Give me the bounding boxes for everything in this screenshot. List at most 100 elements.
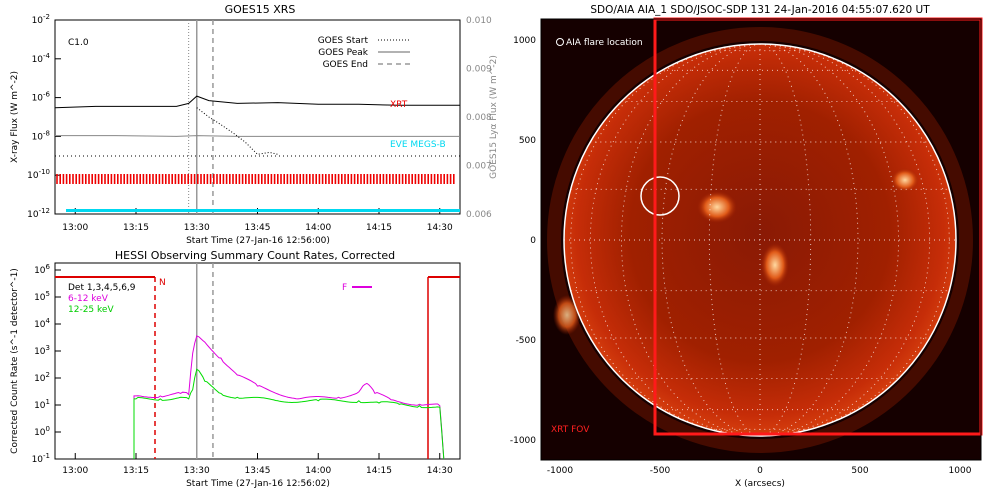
hessi-flag-f: F	[342, 283, 347, 293]
goes-class-label: C1.0	[68, 38, 89, 48]
goes-x-tick-label: 14:00	[305, 223, 331, 233]
aia-y-tick-label: 500	[519, 136, 536, 146]
hessi-x-axis-label: Start Time (27-Jan-16 12:56:02)	[186, 479, 330, 489]
hessi-y-tick-label: 104	[34, 317, 50, 330]
aia-flare-legend-icon	[556, 38, 564, 46]
goes-plot-frame	[54, 19, 461, 215]
goes-y2-tick-label: 0.006	[466, 210, 492, 220]
goes-y-tick-label: 10-10	[27, 168, 50, 181]
eve-megs-b-band	[66, 209, 460, 212]
goes-series-group	[54, 95, 460, 155]
goes-series-line-1	[55, 135, 460, 137]
goes-y-axis-label: X-ray Flux (W m^-2)	[10, 71, 20, 163]
xrt-annotation: XRT	[390, 100, 408, 110]
sun-limb	[563, 43, 957, 437]
active-region-3	[891, 168, 919, 192]
aia-x-tick-label: 1000	[949, 466, 972, 476]
goes-y-tick-label: 10-4	[32, 52, 51, 65]
hessi-y-tick-label: 103	[34, 344, 50, 357]
goes-y-tick-label: 10-12	[27, 207, 50, 220]
aia-x-tick-label: -1000	[547, 466, 573, 476]
hessi-y-tick-labels: 106 105 104 103 102 101 100 10-1	[32, 263, 61, 465]
grid-longitude-line	[759, 43, 812, 437]
hessi-x-tick-label: 13:45	[245, 466, 271, 476]
aia-frame	[540, 18, 982, 461]
goes-y2-tick-label: 0.007	[466, 162, 492, 172]
aia-x-tick-label: 0	[757, 466, 763, 476]
goes-x-tick-label: 13:45	[245, 223, 271, 233]
hessi-y-tick-label: 106	[34, 263, 50, 276]
aia-image-panel: SDO/AIA AIA_1 SDO/JSOC-SDP 131 24-Jan-20…	[510, 4, 983, 489]
goes-y-tick-label: 10-6	[32, 91, 51, 104]
xrt-observation-ticks	[56, 174, 455, 184]
hessi-legend: Det 1,3,4,5,6,9 6-12 keV 12-25 keV	[68, 283, 136, 315]
active-region-1	[697, 191, 737, 223]
aia-x-tick-label: -500	[650, 466, 671, 476]
hessi-x-tick-label: 14:15	[366, 466, 392, 476]
hessi-x-tick-label: 13:00	[62, 466, 88, 476]
hessi-x-tick-labels: 13:00 13:15 13:30 13:45 14:00 14:15 14:30	[62, 453, 453, 476]
hessi-y-tick-label: 105	[34, 290, 50, 303]
goes-y-tick-label: 10-2	[32, 13, 50, 26]
hessi-flag-n: N	[159, 278, 166, 288]
goes-title: GOES15 XRS	[225, 3, 296, 16]
active-region-2	[761, 243, 789, 287]
aia-x-tick-labels: -1000 -500 0 500 1000	[547, 466, 972, 476]
hessi-legend-det: Det 1,3,4,5,6,9	[68, 283, 136, 293]
aia-y-tick-label: 1000	[513, 36, 536, 46]
hessi-x-tick-label: 13:15	[123, 466, 149, 476]
aia-y-tick-labels: 1000 500 0 -500 -1000	[510, 36, 536, 446]
hessi-y-tick-label: 100	[34, 425, 50, 438]
goes-y2-tick-label: 0.010	[466, 16, 492, 26]
hessi-y-axis-label: Corrected Count Rate (s^-1 detector^-1)	[10, 268, 20, 454]
active-region-4	[553, 295, 581, 335]
aia-y-tick-label: 0	[530, 236, 536, 246]
goes-legend-start: GOES Start	[318, 36, 369, 46]
hessi-legend-high: 12-25 keV	[68, 305, 114, 315]
goes-y2-tick-label: 0.009	[466, 65, 492, 75]
aia-x-tick-label: 500	[851, 466, 868, 476]
grid-longitude-line	[708, 43, 761, 437]
hessi-title: HESSI Observing Summary Count Rates, Cor…	[115, 249, 395, 262]
hessi-series-line-1	[133, 368, 445, 460]
hessi-legend-low: 6-12 keV	[68, 294, 109, 304]
goes-panel: GOES15 XRS 10-2 10-4 10-6 10-8 10-10 10-12 0.…	[10, 3, 499, 246]
hessi-series-line-0	[133, 335, 445, 460]
goes-series-line-2	[196, 107, 278, 155]
goes-x-tick-label: 13:30	[184, 223, 210, 233]
goes-legend: GOES Start GOES Peak GOES End	[318, 36, 410, 70]
aia-flare-location-marker	[640, 176, 680, 216]
hessi-panel: HESSI Observing Summary Count Rates, Cor…	[10, 249, 461, 489]
sun-corona	[547, 27, 973, 453]
goes-y2-axis-label: GOES15 Lyα Flux (W m^-2)	[489, 55, 499, 179]
goes-x-tick-label: 14:30	[427, 223, 453, 233]
goes-series-line-0	[54, 95, 460, 109]
goes-y-tick-labels: 10-2 10-4 10-6 10-8 10-10 10-12	[27, 13, 61, 220]
hessi-y-tick-label: 102	[34, 371, 50, 384]
hessi-night-flag: N	[55, 276, 460, 459]
goes-y2-tick-label: 0.008	[466, 113, 492, 123]
hessi-x-tick-label: 13:30	[184, 466, 210, 476]
goes-x-tick-label: 14:15	[366, 223, 392, 233]
hessi-series-group	[133, 335, 445, 460]
goes-y-tick-label: 10-8	[32, 129, 50, 142]
aia-flare-legend-label: AIA flare location	[566, 38, 643, 48]
eve-annotation: EVE MEGS-B	[390, 140, 446, 150]
hessi-flare-flag: F	[342, 283, 372, 293]
goes-legend-peak: GOES Peak	[318, 48, 368, 58]
hessi-y-tick-label: 101	[34, 398, 50, 411]
goes-x-axis-label: Start Time (27-Jan-16 12:56:00)	[186, 236, 330, 246]
goes-x-tick-label: 13:15	[123, 223, 149, 233]
hessi-x-tick-label: 14:30	[427, 466, 453, 476]
aia-title: SDO/AIA AIA_1 SDO/JSOC-SDP 131 24-Jan-20…	[590, 4, 930, 16]
aia-x-axis-label: X (arcsecs)	[735, 479, 785, 489]
heliographic-grid	[564, 43, 956, 437]
goes-x-tick-label: 13:00	[62, 223, 88, 233]
hessi-y-tick-label: 10-1	[32, 452, 50, 465]
xrt-fov-label: XRT FOV	[551, 425, 590, 435]
goes-y2-tick-labels: 0.010 0.009 0.008 0.007 0.006	[466, 16, 492, 220]
aia-y-tick-label: -500	[516, 336, 537, 346]
aia-y-tick-label: -1000	[510, 436, 536, 446]
goes-legend-end: GOES End	[323, 60, 368, 70]
